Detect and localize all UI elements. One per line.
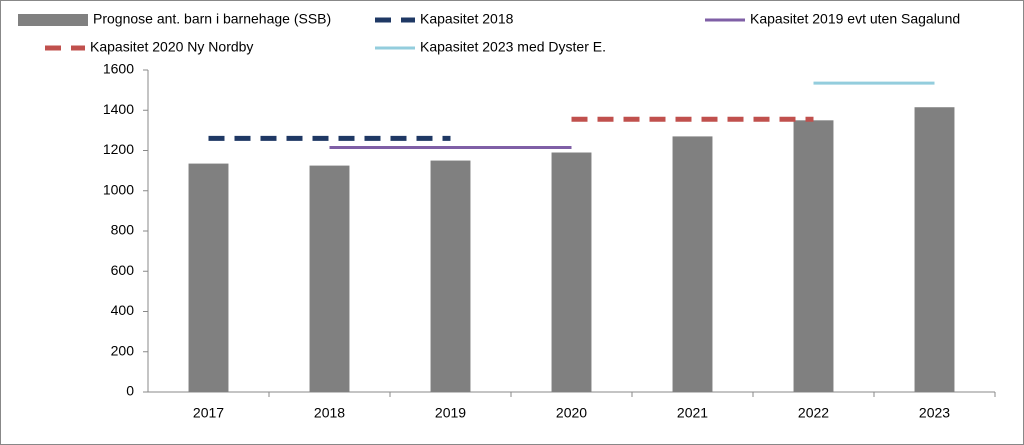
x-tick-label: 2017	[193, 405, 224, 421]
y-tick-label: 0	[126, 383, 134, 399]
x-tick-label: 2021	[677, 405, 708, 421]
x-tick-label: 2019	[435, 405, 466, 421]
bar	[551, 152, 592, 392]
bar	[914, 107, 955, 392]
y-tick-label: 1400	[103, 101, 134, 117]
bar	[793, 120, 834, 392]
y-tick-label: 200	[111, 342, 135, 358]
y-tick-label: 400	[111, 302, 135, 318]
legend-label: Kapasitet 2019 evt uten Sagalund	[750, 11, 960, 27]
legend-label: Kapasitet 2018	[420, 11, 514, 27]
x-tick-label: 2020	[556, 405, 587, 421]
bar	[188, 163, 229, 392]
bar	[430, 160, 471, 392]
legend-label: Kapasitet 2023 med Dyster E.	[420, 39, 606, 55]
bar	[672, 136, 713, 392]
y-tick-label: 1000	[103, 181, 134, 197]
y-tick-label: 600	[111, 262, 135, 278]
y-tick-label: 1200	[103, 141, 134, 157]
x-tick-label: 2022	[798, 405, 829, 421]
legend-label: Kapasitet 2020 Ny Nordby	[90, 39, 253, 55]
legend-swatch	[18, 14, 88, 26]
x-tick-label: 2023	[919, 405, 950, 421]
y-tick-label: 1600	[103, 61, 134, 77]
legend-label: Prognose ant. barn i barnehage (SSB)	[93, 11, 331, 27]
bar	[309, 165, 350, 392]
y-tick-label: 800	[111, 222, 135, 238]
x-tick-label: 2018	[314, 405, 345, 421]
